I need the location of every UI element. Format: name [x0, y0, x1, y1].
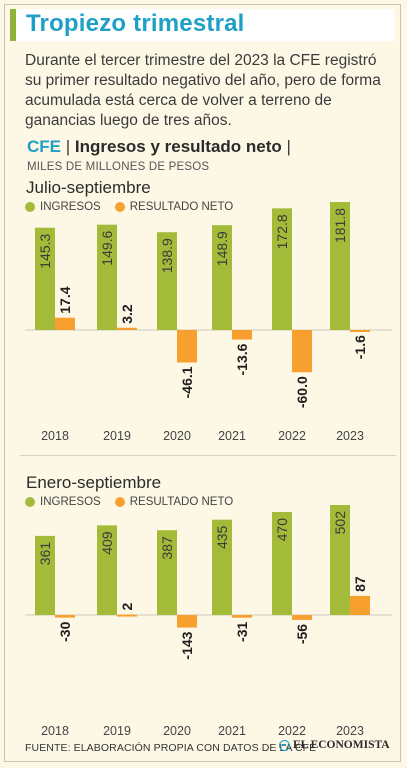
resultado-bar-2021 [232, 330, 252, 340]
ingresos-label-2021: 148.9 [214, 231, 230, 266]
resultado-label-2021: -31 [234, 622, 250, 642]
legend-ingresos-label: INGRESOS [40, 496, 101, 508]
legend-resultado: RESULTADO NETO [114, 496, 234, 508]
resultado-label-2022: -60.0 [294, 376, 310, 408]
year-label-2020: 2020 [163, 724, 191, 738]
resultado-bar-2019 [117, 614, 137, 617]
ingresos-label-2022: 470 [274, 518, 290, 542]
legend-resultado: RESULTADO NETO [114, 201, 234, 213]
legend-resultado-label: RESULTADO NETO [129, 201, 234, 213]
chart1-julio-septiembre: 145.3 17.4 2018 149.6 3.2 2019 138.9 -46.1 2020 1… [25, 202, 392, 443]
resultado-bar-2023 [350, 595, 370, 615]
resultado-bar-2020 [177, 330, 197, 363]
ingresos-bar-2018 [35, 227, 55, 330]
resultado-bar-2019 [117, 327, 137, 330]
ingresos-bar-2022 [272, 512, 292, 615]
legend-resultado-dot [114, 497, 125, 507]
ingresos-bar-2023 [330, 505, 350, 615]
resultado-label-2018: -30 [57, 621, 73, 641]
resultado-bar-2018 [55, 615, 75, 618]
legend-resultado-dot [114, 202, 125, 212]
resultado-bar-2023 [350, 330, 370, 332]
year-label-2022: 2022 [278, 724, 306, 738]
ingresos-label-2019: 409 [99, 531, 115, 555]
year-label-2021: 2021 [218, 724, 246, 738]
brand-logo: EL ECONOMISTA [279, 739, 390, 751]
frame [4, 4, 401, 762]
chart2-title: Enero-septiembre [26, 473, 162, 492]
resultado-label-2023: 87 [352, 576, 368, 592]
source-note: FUENTE: ELABORACIÓN PROPIA CON DATOS DE … [25, 742, 317, 754]
ingresos-bar-2020 [157, 530, 177, 615]
brand-name: EL ECONOMISTA [293, 739, 390, 751]
resultado-bar-2022 [292, 615, 312, 620]
legend-ingresos-label: INGRESOS [40, 201, 101, 213]
ingresos-label-2019: 149.6 [99, 230, 115, 265]
page-title: Tropiezo trimestral [26, 10, 245, 37]
legend-ingresos: INGRESOS [25, 201, 101, 213]
year-label-2018: 2018 [41, 724, 69, 738]
chart1-legend: INGRESOS RESULTADO NETO [25, 201, 233, 213]
year-label-2023: 2023 [336, 724, 364, 738]
year-label-2021: 2021 [218, 429, 246, 443]
title-accent-bar [10, 9, 16, 41]
ingresos-label-2018: 145.3 [37, 233, 53, 268]
resultado-label-2022: -56 [294, 624, 310, 644]
legend-ingresos: INGRESOS [25, 496, 101, 508]
ingresos-bar-2019 [97, 224, 117, 330]
chart2-legend: INGRESOS RESULTADO NETO [25, 496, 233, 508]
ingresos-bar-2018 [35, 535, 55, 615]
section-divider [20, 455, 396, 456]
resultado-label-2023: -1.6 [352, 335, 368, 359]
resultado-label-2021: -13.6 [234, 343, 250, 375]
ingresos-bar-2019 [97, 525, 117, 615]
resultado-label-2019: 2 [119, 603, 135, 611]
year-label-2023: 2023 [336, 429, 364, 443]
units-label: MILES DE MILLONES DE PESOS [27, 161, 210, 173]
chart-name: Ingresos y resultado neto [74, 137, 282, 156]
ingresos-label-2018: 361 [37, 542, 53, 566]
ingresos-bar-2022 [272, 208, 292, 330]
chart-heading: CFE | Ingresos y resultado neto | [27, 137, 291, 157]
year-label-2020: 2020 [163, 429, 191, 443]
chart1-title: Julio-septiembre [26, 178, 151, 197]
year-label-2019: 2019 [103, 724, 131, 738]
title-banner: Tropiezo trimestral [10, 9, 394, 41]
ingresos-bar-2021 [212, 519, 232, 615]
brand-icon [279, 739, 290, 751]
resultado-bar-2022 [292, 330, 312, 373]
resultado-bar-2021 [232, 615, 252, 618]
resultado-label-2019: 3.2 [119, 304, 135, 324]
intro-text: Durante el tercer trimestre del 2023 la … [25, 52, 381, 129]
year-label-2019: 2019 [103, 429, 131, 443]
ingresos-label-2023: 502 [332, 511, 348, 535]
resultado-label-2018: 17.4 [57, 286, 73, 313]
heading-trailing-separator: | [286, 137, 291, 156]
legend-resultado-label: RESULTADO NETO [129, 496, 234, 508]
ingresos-bar-2021 [212, 225, 232, 330]
resultado-label-2020: -46.1 [179, 366, 195, 398]
year-label-2018: 2018 [41, 429, 69, 443]
ingresos-label-2023: 181.8 [332, 208, 348, 243]
ingresos-bar-2023 [330, 202, 350, 330]
ingresos-label-2021: 435 [214, 525, 230, 549]
resultado-label-2020: -143 [179, 631, 195, 659]
ingresos-label-2020: 387 [159, 536, 175, 560]
year-label-2022: 2022 [278, 429, 306, 443]
ingresos-bar-2020 [157, 232, 177, 330]
ingresos-label-2022: 172.8 [274, 214, 290, 249]
resultado-bar-2018 [55, 317, 75, 330]
legend-ingresos-dot [25, 497, 35, 507]
ingresos-label-2020: 138.9 [159, 238, 175, 273]
company-name: CFE [27, 137, 61, 156]
resultado-bar-2020 [177, 615, 197, 628]
chart2-enero-septiembre: 361 -30 2018 409 2 2019 387 -143 2020 435 -31 2021 4… [25, 505, 392, 738]
legend-ingresos-dot [25, 202, 35, 212]
heading-separator: | [65, 137, 71, 156]
